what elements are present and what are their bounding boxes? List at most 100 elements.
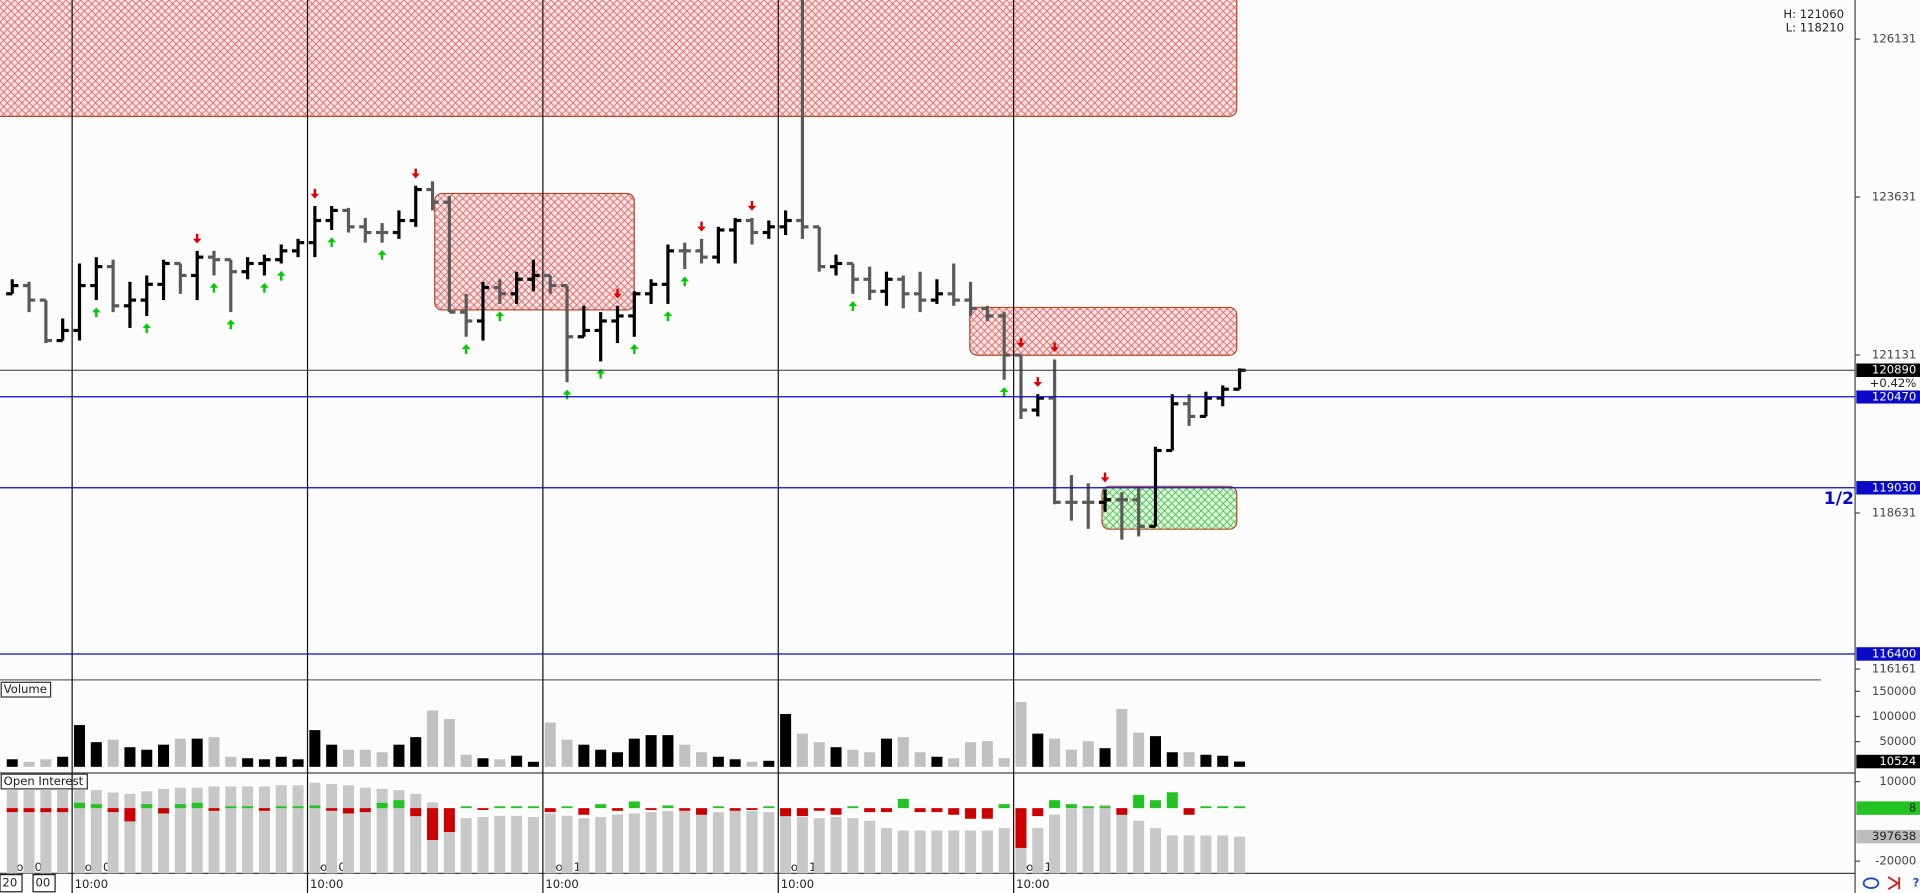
volume-bar xyxy=(880,738,892,767)
oi-level-bar xyxy=(376,788,388,874)
y-tick-label: 100000 xyxy=(1872,709,1916,723)
buy-signal xyxy=(562,389,572,400)
volume-bar xyxy=(443,719,455,767)
oi-level-bar xyxy=(830,817,842,874)
oi-level-bar xyxy=(275,785,287,874)
volume-bar xyxy=(40,759,52,767)
oi-level-bar xyxy=(258,786,270,874)
buy-signal xyxy=(327,237,336,248)
oi-change-bar xyxy=(595,804,607,809)
oi-change-bar xyxy=(931,808,943,813)
volume-bar xyxy=(6,759,18,767)
volume-bar xyxy=(309,730,321,767)
oi-change-bar xyxy=(729,808,741,811)
oi-level-bar xyxy=(1099,804,1111,874)
volume-bar xyxy=(611,752,623,767)
oi-level-bar xyxy=(864,820,876,874)
oi-level-bar xyxy=(847,818,859,874)
y-tick-label: 121131 xyxy=(1872,348,1916,362)
oi-level-bar xyxy=(23,790,35,874)
oi-change-bar xyxy=(242,806,254,809)
oi-change-label: 8 xyxy=(1909,801,1916,815)
volume-bar xyxy=(712,756,724,767)
oi-level-bar xyxy=(292,785,304,874)
sell-signal xyxy=(192,233,202,244)
oi-level-bar xyxy=(1217,835,1229,874)
price-level-annotation: 1/2 xyxy=(1824,489,1854,509)
oi-change-bar xyxy=(57,808,69,813)
price-level-label: 120470 xyxy=(1872,389,1916,403)
oi-change-bar xyxy=(225,806,237,809)
oi-level-bar xyxy=(107,792,119,874)
help-icon[interactable]: ? xyxy=(1913,876,1920,890)
oi-change-bar xyxy=(258,808,270,811)
oi-change-bar xyxy=(494,806,506,809)
oi-level-bar xyxy=(410,793,422,874)
volume-bar xyxy=(965,742,977,767)
oi-level-bar xyxy=(393,790,405,874)
oi-level-bar xyxy=(460,818,472,874)
volume-bar xyxy=(141,749,153,767)
oi-level-bar xyxy=(1082,806,1094,874)
oi-change-bar xyxy=(796,808,808,817)
time-input[interactable]: 00 xyxy=(36,876,51,890)
oi-level-bar xyxy=(124,793,136,874)
oi-level-bar xyxy=(746,810,758,874)
oi-change-bar xyxy=(628,801,640,809)
volume-bar xyxy=(427,710,439,767)
link-icon[interactable] xyxy=(1862,877,1880,890)
sell-signal xyxy=(310,188,320,199)
buy-signal xyxy=(276,270,286,281)
day-low: L: 118210 xyxy=(1786,21,1844,35)
toolbar-icons[interactable]: ? xyxy=(1862,876,1920,891)
volume-bar xyxy=(696,752,708,767)
x-tick-time: 10:00 xyxy=(545,877,579,891)
oi-level-bar xyxy=(309,782,321,874)
panel-title: Open Interest xyxy=(4,774,84,788)
volume-bar xyxy=(595,749,607,767)
oi-change-bar xyxy=(1133,794,1145,809)
volume-bar xyxy=(1065,749,1077,767)
price-level-box xyxy=(1856,481,1920,495)
buy-signal xyxy=(226,319,236,330)
last-change: +0.42% xyxy=(1870,376,1917,390)
oi-level-bar xyxy=(1116,808,1128,874)
price-level-label: 116400 xyxy=(1872,646,1916,660)
oi-level-bar xyxy=(225,786,237,874)
oi-level-bar xyxy=(242,786,254,874)
volume-bar xyxy=(645,735,657,767)
supply-zone xyxy=(969,306,1238,356)
volume-bar xyxy=(1049,738,1061,767)
zones xyxy=(0,0,1238,530)
oi-change-bar xyxy=(1065,804,1077,809)
oi-change-bar xyxy=(275,806,287,809)
oi-change-bar xyxy=(847,806,859,809)
goto-end-icon[interactable] xyxy=(1887,876,1901,891)
volume-bar xyxy=(1015,701,1027,767)
oi-level-bar xyxy=(1183,835,1195,874)
oi-level-bar xyxy=(57,790,69,874)
time-input-box xyxy=(32,874,56,893)
time-input-box xyxy=(0,874,23,893)
volume-bar xyxy=(158,744,170,767)
volume-bar xyxy=(393,744,405,767)
oi-level-bar xyxy=(511,815,523,874)
oi-change-bar xyxy=(124,808,136,822)
volume-bar xyxy=(998,758,1010,767)
oi-change-bar xyxy=(410,808,422,817)
volume-bar xyxy=(1200,754,1212,767)
oi-change-bar xyxy=(696,808,708,815)
oi-change-bar xyxy=(1183,808,1195,815)
buy-signal xyxy=(663,311,673,322)
oi-level-bar xyxy=(578,818,590,874)
volume-bar xyxy=(477,758,489,767)
volume-bar xyxy=(1234,761,1246,767)
volume-bar xyxy=(628,738,640,767)
time-input[interactable]: 20 xyxy=(2,876,17,890)
volume-bar xyxy=(796,733,808,767)
volume-bar xyxy=(1149,736,1161,767)
volume-bar xyxy=(578,744,590,767)
oi-change-bar xyxy=(174,804,186,809)
demand-zone xyxy=(1101,485,1238,530)
